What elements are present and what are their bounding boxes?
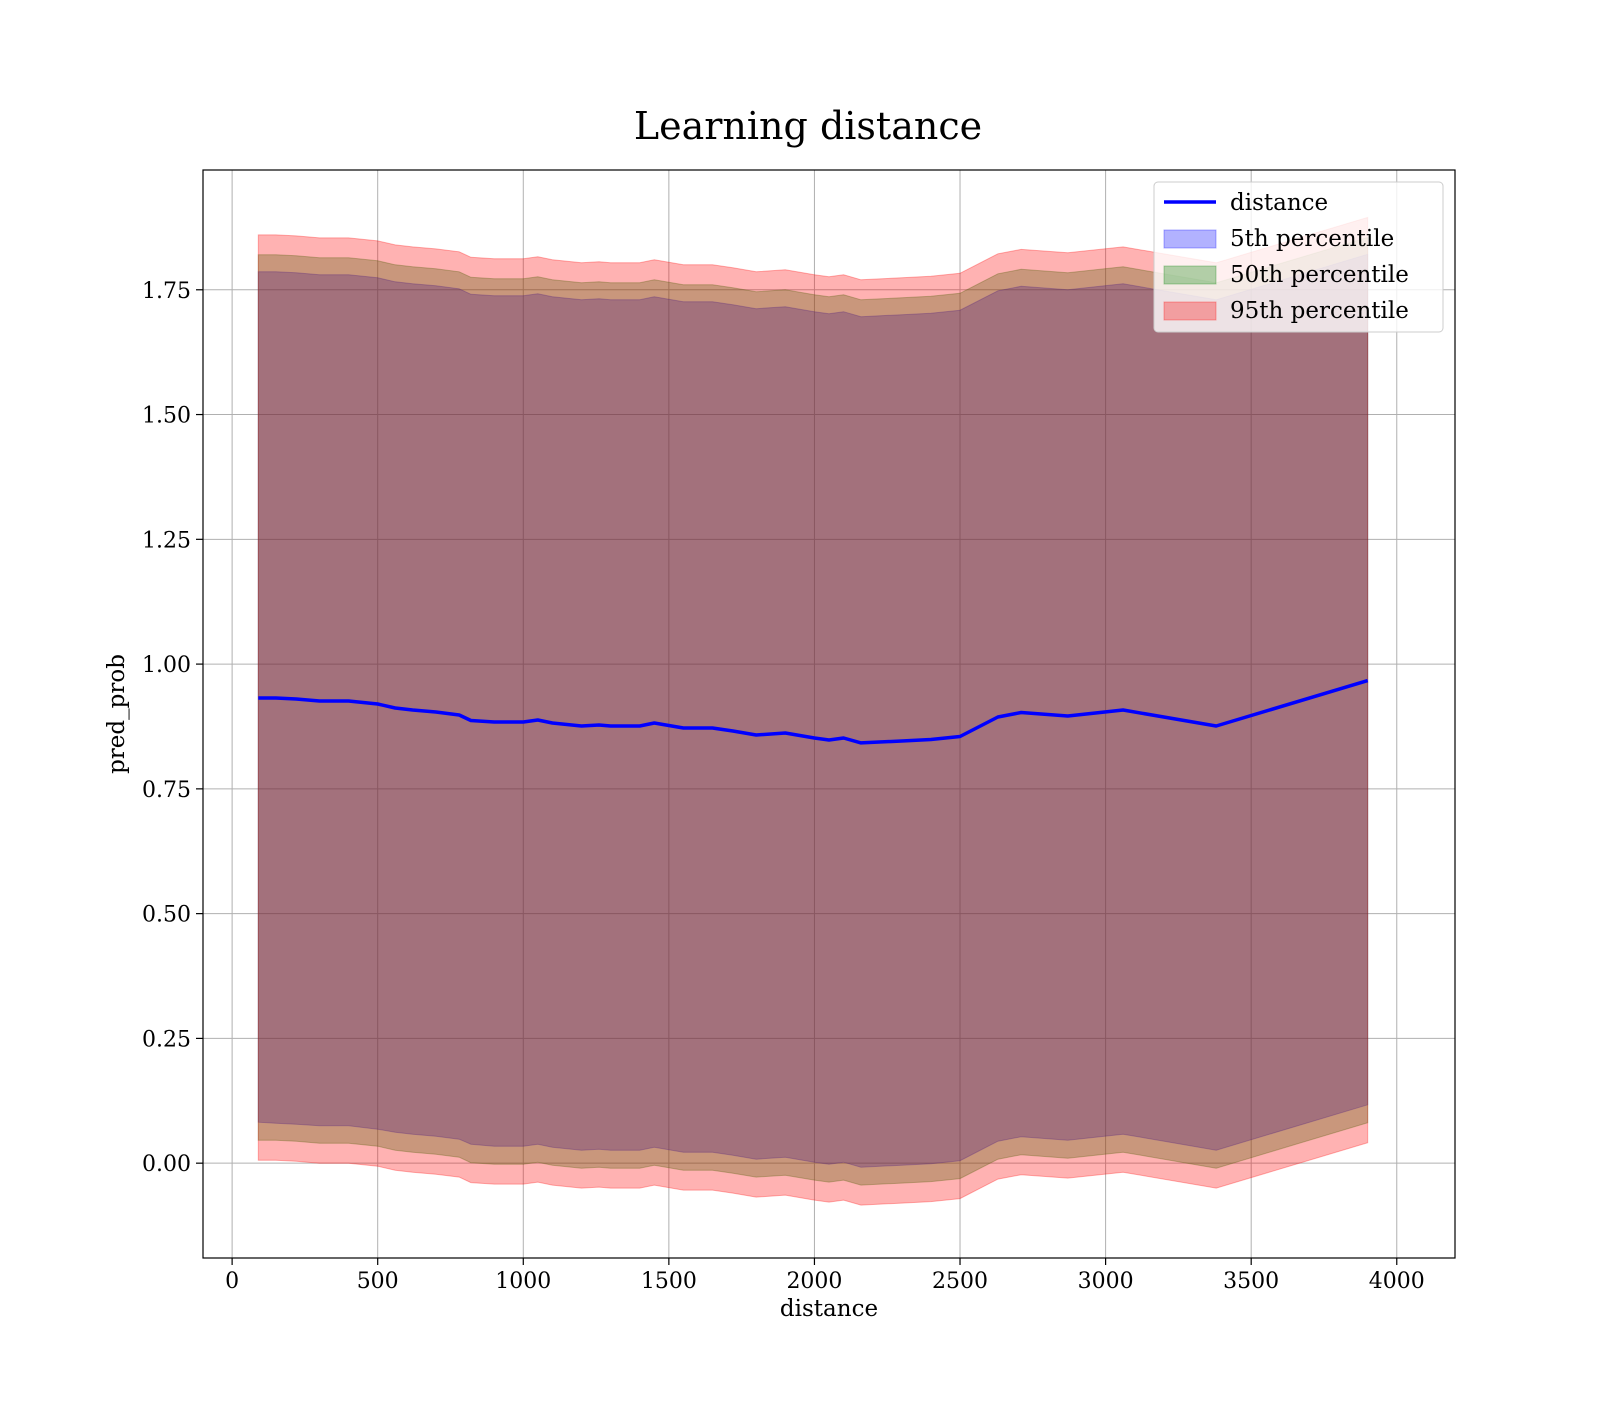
bands-layer <box>257 216 1369 1206</box>
chart-title: Learning distance <box>634 104 982 148</box>
y-tick-label: 1.25 <box>142 528 191 553</box>
x-tick-label: 3000 <box>1078 1269 1134 1294</box>
y-axis-label: pred_prob <box>104 654 130 774</box>
legend-swatch-5th-percentile <box>1163 229 1217 249</box>
x-tick-label: 2000 <box>786 1269 842 1294</box>
y-tick-label: 0.00 <box>142 1152 191 1177</box>
y-tick-label: 1.00 <box>142 653 191 678</box>
lines-layer <box>258 678 1369 745</box>
band-5th-percentile <box>257 253 1369 1168</box>
x-tick-label: 1000 <box>495 1269 551 1294</box>
legend-label: 95th percentile <box>1230 298 1409 324</box>
y-tick-label: 1.75 <box>142 279 191 304</box>
legend-label: 50th percentile <box>1230 262 1409 288</box>
band-95th-percentile <box>257 216 1369 1206</box>
plot-frame <box>202 169 1456 1259</box>
legend: distance 5th percentile 50th percentile 95t… <box>1153 181 1444 333</box>
y-tick-label: 1.50 <box>142 404 191 429</box>
legend-swatch-95th-percentile <box>1163 301 1217 321</box>
y-tick-label: 0.75 <box>142 778 191 803</box>
band-50th-percentile <box>257 236 1369 1186</box>
x-tick-label: 1500 <box>641 1269 697 1294</box>
legend-label: 5th percentile <box>1230 226 1394 252</box>
legend-swatch-50th-percentile <box>1163 265 1217 285</box>
x-tick-label: 0 <box>225 1269 239 1294</box>
legend-box <box>1153 181 1444 333</box>
grid-layer <box>203 170 1455 1258</box>
legend-label: distance <box>1230 190 1328 216</box>
x-axis-label: distance <box>780 1296 878 1322</box>
y-tick-label: 0.25 <box>142 1027 191 1052</box>
x-tick-label: 4000 <box>1369 1269 1425 1294</box>
x-tick-label: 500 <box>357 1269 399 1294</box>
line-distance <box>258 678 1369 745</box>
x-tick-label: 2500 <box>932 1269 988 1294</box>
x-tick-label: 3500 <box>1223 1269 1279 1294</box>
y-ticks: 0.00 0.25 0.50 0.75 1.00 1.25 1.50 1.75 <box>142 279 203 1177</box>
x-ticks: 0 500 1000 1500 2000 2500 3000 3500 4000 <box>225 1258 1425 1294</box>
y-tick-label: 0.50 <box>142 903 191 928</box>
